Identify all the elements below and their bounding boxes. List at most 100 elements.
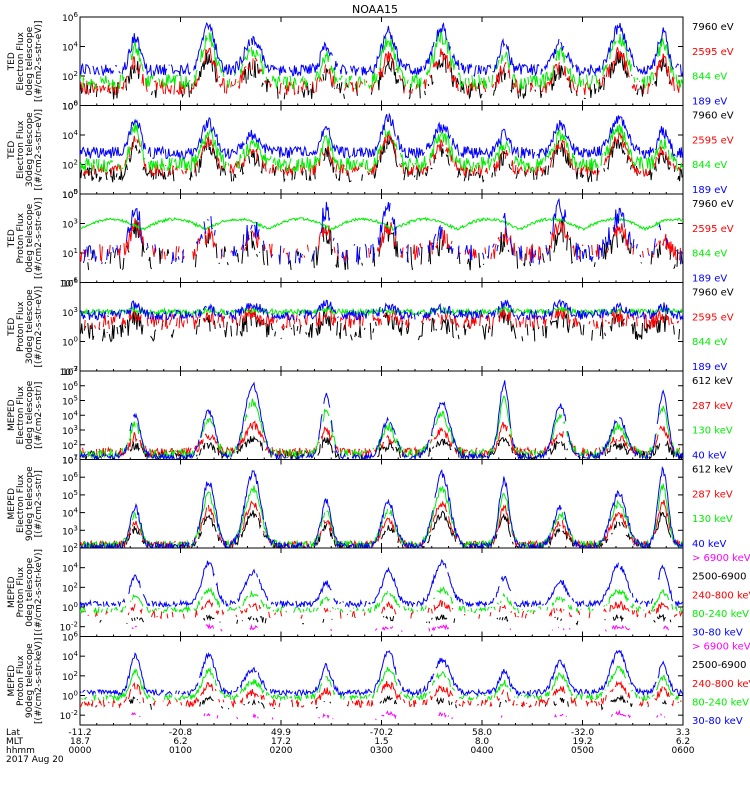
legend-entry: 844 eV xyxy=(692,337,727,348)
panel-3: 105 103 101 10-1 TEDProton Flux0deg telescop… xyxy=(7,188,734,290)
y-axis-label-line: Electron Flux xyxy=(16,474,26,533)
y-axis-label-line: [(#/cm2-s-str-eV)] xyxy=(34,20,44,102)
series-line-80-240-kev xyxy=(82,666,683,700)
y-tick-label: 10-1 xyxy=(60,277,78,290)
y-axis-label-line: Electron Flux xyxy=(16,385,26,444)
y-axis-label-line: 0deg telescope xyxy=(25,26,35,96)
x-tick-hhmm: 0300 xyxy=(370,746,393,756)
legend-entry: 240-800 keV xyxy=(692,679,750,690)
y-tick-label: 102 xyxy=(62,670,78,683)
y-tick-label: 104 xyxy=(62,650,78,663)
legend-entry: 2500-6900 xyxy=(692,572,747,583)
series-line-30-80-kev xyxy=(80,649,683,697)
y-axis-label-line: 30deg telescope xyxy=(25,112,35,187)
series-group xyxy=(80,298,683,341)
x-row-label: hhmm xyxy=(6,746,35,756)
panel-frame xyxy=(79,282,684,372)
x-tick-hhmm: 0000 xyxy=(69,746,92,756)
y-tick-label: 105 xyxy=(62,188,78,201)
legend-entry: > 6900 keV xyxy=(692,553,750,564)
y-tick-label: 10-2 xyxy=(60,709,78,722)
y-axis-label-line: TED xyxy=(7,229,17,248)
legend-entry: 189 eV xyxy=(692,274,727,285)
y-axis-label: MEPEDElectron Flux0deg telescope[(#/cm2-… xyxy=(7,380,44,450)
y-tick-label: 107 xyxy=(62,365,78,378)
legend-entry: 130 keV xyxy=(692,514,733,525)
panel-7: 104 102 100 10-2 MEPEDProton Flux0deg telesc… xyxy=(7,547,750,639)
y-tick-label: 101 xyxy=(62,247,78,260)
series-line-240-800-kev xyxy=(83,598,683,620)
y-axis-label: MEPEDElectron Flux90deg telescope[(#/cm2… xyxy=(7,466,44,541)
x-tick-hhmm: 0200 xyxy=(270,746,293,756)
y-tick-label: 104 xyxy=(62,41,78,54)
legend-entry: 844 eV xyxy=(692,249,727,260)
legend-entry: 30-80 keV xyxy=(692,716,743,727)
legend-entry: 7960 eV xyxy=(692,199,734,210)
series-line-240-800-kev xyxy=(80,680,682,709)
series-line-189-ev xyxy=(82,197,682,265)
y-tick-label: 103 xyxy=(62,424,78,437)
y-axis-label-line: TED xyxy=(7,318,17,337)
series-line-189-ev xyxy=(80,112,683,160)
legend-entry: 287 keV xyxy=(692,401,733,412)
x-row-label: Lat xyxy=(6,728,21,738)
panel-6: 107 106 105 104 103 102 MEPEDElectron Flux90de… xyxy=(7,454,733,556)
y-axis-label: MEPEDProton Flux0deg telescope[(#/cm2-s-… xyxy=(7,549,44,635)
y-axis-label-line: [(#/cm2-s-str)] xyxy=(34,382,44,449)
x-tick-mlt: 17.2 xyxy=(271,737,291,747)
y-axis-label-line: [(#/cm2-s-str-eV)] xyxy=(34,286,44,368)
y-axis-label-line: MEPED xyxy=(7,665,17,697)
legend-entry: 30-80 keV xyxy=(692,628,743,639)
y-tick-label: 103 xyxy=(62,218,78,231)
y-tick-label: 102 xyxy=(62,159,78,172)
y-axis-label-line: TED xyxy=(7,52,17,71)
y-axis-label-line: Electron Flux xyxy=(16,120,26,179)
y-tick-label: 100 xyxy=(62,336,78,349)
series-line-80-240-kev xyxy=(80,586,683,615)
y-tick-label: 100 xyxy=(62,601,78,614)
y-tick-label: 106 xyxy=(62,631,78,644)
series-line-30-80-kev xyxy=(80,558,683,609)
x-date-label: 2017 Aug 20 xyxy=(6,755,64,765)
y-axis-label-line: [(#/cm2-s-str-eV)] xyxy=(34,109,44,191)
x-tick-mlt: 6.2 xyxy=(676,737,690,747)
series-line-189-ev xyxy=(80,298,683,322)
legend-entry: 240-800 keV xyxy=(692,590,750,601)
y-axis-label-line: [(#/cm2-s-str-keV)] xyxy=(34,549,44,635)
x-tick-lat: -20.8 xyxy=(169,728,193,738)
x-tick-mlt: 1.5 xyxy=(374,737,388,747)
x-tick-hhmm: 0600 xyxy=(672,746,695,756)
series-group xyxy=(80,112,683,183)
series-line-2500-6900 xyxy=(100,615,678,625)
x-tick-mlt: 8.0 xyxy=(475,737,490,747)
series-line-844-ev xyxy=(80,29,683,91)
y-tick-label: 106 xyxy=(62,380,78,393)
legend-entry: 40 keV xyxy=(692,539,726,550)
y-axis-label: TEDElectron Flux30deg telescope[(#/cm2-s… xyxy=(7,109,44,191)
legend-entry: 7960 eV xyxy=(692,111,734,122)
legend-entry: 130 keV xyxy=(692,426,733,437)
y-axis-label-line: Electron Flux xyxy=(16,31,26,90)
y-tick-label: 104 xyxy=(62,507,78,520)
legend-entry: 2595 eV xyxy=(692,135,734,146)
legend-entry: 40 keV xyxy=(692,451,726,462)
legend-entry: 189 eV xyxy=(692,185,727,196)
series-line-7960-ev xyxy=(87,218,683,271)
legend-entry: > 6900 keV xyxy=(692,642,750,653)
y-axis-label-line: Proton Flux xyxy=(16,212,26,263)
y-tick-label: 104 xyxy=(62,129,78,142)
series-line--6900-kev xyxy=(132,625,676,632)
panel-4: 106 103 100 10-3 TEDProton Flux30deg telesco… xyxy=(7,277,734,379)
series-line-844-ev xyxy=(80,216,683,232)
y-tick-label: 104 xyxy=(62,562,78,575)
x-tick-lat: -32.0 xyxy=(571,728,595,738)
y-tick-label: 106 xyxy=(62,471,78,484)
y-axis-label-line: Proton Flux xyxy=(16,566,26,617)
panel-frame xyxy=(79,547,684,637)
x-tick-hhmm: 0500 xyxy=(571,746,594,756)
y-axis-label-line: MEPED xyxy=(7,488,17,520)
legend-entry: 2595 eV xyxy=(692,47,734,58)
x-tick-mlt: 6.2 xyxy=(173,737,187,747)
